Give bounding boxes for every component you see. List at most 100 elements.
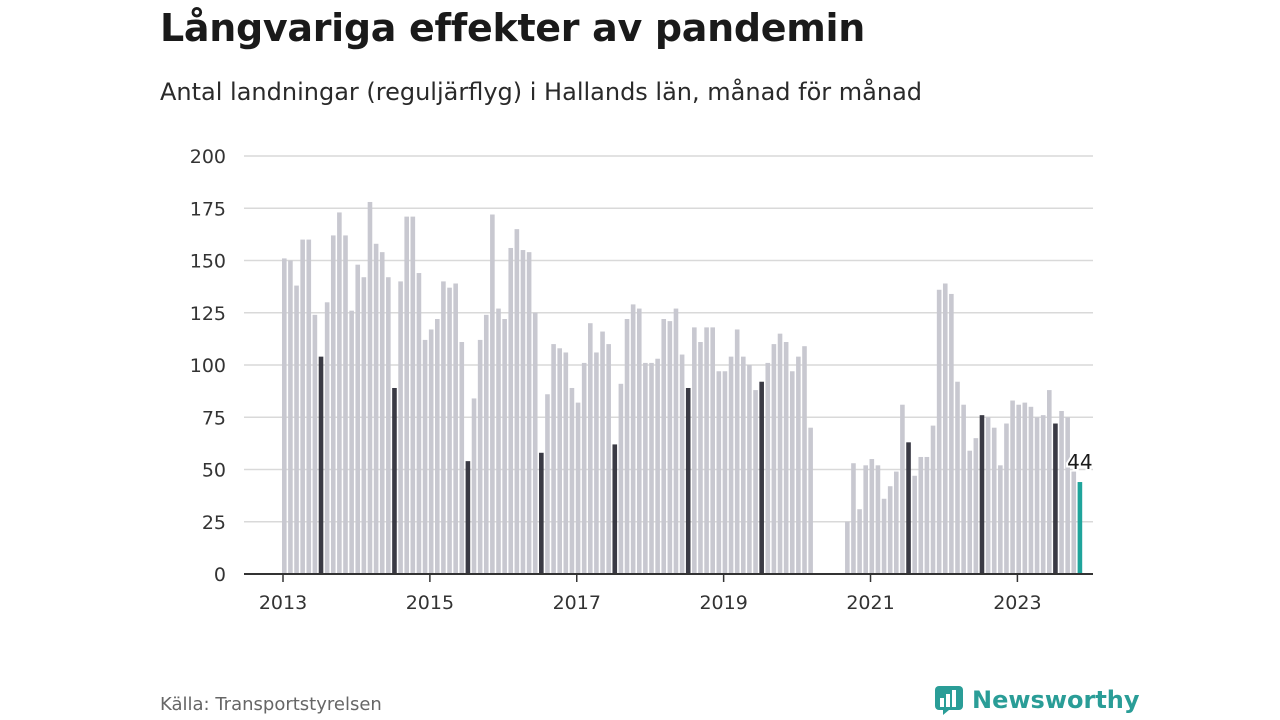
bar: [337, 212, 342, 574]
bar: [906, 442, 911, 574]
bar: [912, 475, 917, 574]
bar: [979, 415, 985, 574]
bar: [1059, 410, 1064, 574]
y-tick-label: 0: [214, 564, 226, 586]
chart-subtitle: Antal landningar (reguljärflyg) i Hallan…: [160, 78, 923, 106]
bar: [386, 277, 391, 574]
x-tick-label: 2021: [846, 592, 894, 614]
bar: [930, 425, 936, 574]
bar: [894, 471, 899, 574]
bar: [704, 327, 709, 574]
bar: [318, 356, 324, 574]
bar: [294, 285, 299, 574]
bar: [1004, 423, 1009, 574]
bar: [1028, 406, 1034, 574]
bar: [471, 398, 477, 574]
bar: [722, 371, 728, 574]
bar: [490, 214, 495, 574]
bar: [343, 235, 348, 575]
bar: [1071, 471, 1077, 574]
bar: [282, 258, 287, 574]
bar: [477, 339, 483, 574]
bar: [569, 387, 575, 574]
bar: [771, 344, 777, 574]
bar: [777, 333, 783, 574]
y-tick-label: 175: [190, 198, 226, 220]
bar: [606, 344, 611, 574]
x-tick-label: 2013: [259, 592, 307, 614]
bar: [845, 521, 850, 574]
bar: [753, 390, 758, 574]
bar: [783, 342, 789, 574]
bar: [410, 216, 416, 575]
bar: [667, 321, 673, 574]
bar: [624, 319, 630, 574]
bar: [588, 323, 593, 574]
bar: [483, 314, 489, 574]
axis-layer: 0 25 50 75 100 125 150 175 200 2013 2015 2017 2019 20…: [190, 146, 1095, 614]
bar: [630, 304, 636, 574]
bar: [679, 354, 685, 574]
bar: [465, 461, 471, 574]
bar: [741, 356, 746, 574]
bar: [367, 201, 373, 575]
bar: [716, 371, 722, 574]
bar: [985, 417, 991, 574]
bar: [600, 331, 605, 574]
bar: [685, 387, 691, 574]
newsworthy-logo: Newsworthy: [934, 684, 1140, 716]
bar: [875, 465, 881, 574]
bar: [459, 342, 465, 574]
bar: [747, 365, 752, 574]
bar: [563, 352, 569, 574]
bar: [447, 287, 452, 574]
bar: [306, 239, 312, 574]
bar: [428, 329, 434, 574]
bar: [545, 394, 550, 574]
bar: [636, 308, 642, 574]
bar: [557, 348, 562, 574]
bar: [851, 463, 856, 574]
y-tick-label: 125: [190, 303, 226, 325]
chart-title: Långvariga effekter av pandemin: [160, 6, 866, 50]
bar: [300, 239, 305, 574]
y-tick-label: 50: [202, 460, 226, 482]
bar: [612, 444, 618, 574]
bar: [900, 404, 905, 574]
bar: [1053, 423, 1058, 574]
bar: [802, 346, 807, 574]
bar: [1034, 417, 1040, 574]
bar: [532, 312, 538, 574]
bar: [759, 381, 764, 574]
bar: [973, 438, 979, 574]
bar: [453, 283, 458, 574]
bar: [673, 308, 679, 574]
bar: [1040, 415, 1046, 574]
x-tick-label: 2019: [699, 592, 747, 614]
bar: [1016, 404, 1021, 574]
bar: [728, 356, 734, 574]
bar: [330, 235, 336, 575]
bar: [520, 250, 526, 575]
bar: [508, 247, 514, 574]
bar: [398, 281, 403, 574]
bar: [710, 327, 715, 574]
bar: [373, 243, 379, 574]
bar: [618, 383, 624, 574]
bar: [789, 371, 795, 574]
x-tick-label: 2015: [406, 592, 454, 614]
bar: [869, 459, 875, 574]
bar: [765, 362, 771, 574]
y-tick-label: 150: [190, 251, 226, 273]
bar: [1047, 390, 1052, 574]
bar: [881, 498, 887, 574]
bar: [575, 402, 581, 574]
bar: [496, 308, 501, 574]
bar: [808, 427, 813, 574]
bar: [918, 456, 924, 574]
bar: [655, 358, 660, 574]
bar: [361, 277, 367, 574]
bar: [643, 362, 648, 574]
bar: [1010, 400, 1015, 574]
bar: [581, 362, 587, 574]
